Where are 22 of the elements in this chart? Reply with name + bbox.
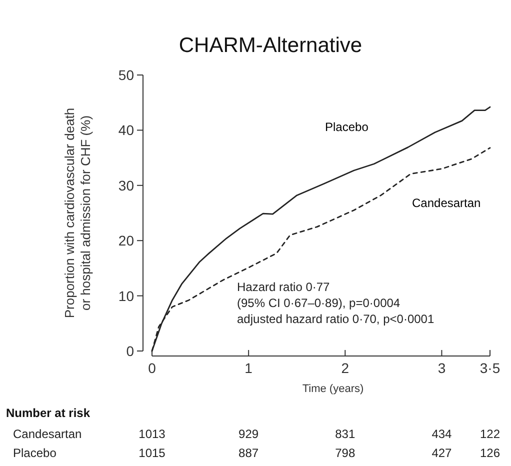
y-tick-label: 40 <box>118 122 134 138</box>
series-label: Candesartan <box>412 196 481 210</box>
annotation: adjusted hazard ratio 0·70, p<0·0001 <box>237 312 434 326</box>
text: Candesartan 1013 929 831 434 122 <box>13 427 500 441</box>
y-tick-label: 10 <box>118 288 134 304</box>
x-tick-label: 1 <box>244 360 253 376</box>
text: Placebo <box>325 120 369 134</box>
y-tick-label: 50 <box>118 67 134 83</box>
text: Number at risk <box>6 406 90 420</box>
x-tick-label: 3 <box>438 360 446 376</box>
annotation: (95% CI 0·67–0·89), p=0·0004 <box>237 296 400 310</box>
annotation: Hazard ratio 0·77 <box>237 280 330 294</box>
chart-title: CHARM-Alternative <box>178 34 362 57</box>
x-tick-label: 0 <box>148 360 156 376</box>
x-tick-label: 2 <box>341 360 350 376</box>
y-tick-label: 0 <box>126 343 134 359</box>
y-axis-title: Proportion with cardiovascular death or hospital admission for CHF (%) <box>62 108 93 318</box>
x-axis-title: Time (years) <box>302 383 364 395</box>
y-tick-label: 30 <box>118 177 134 194</box>
x-tick-label: 3·5 <box>480 360 500 376</box>
text: Placebo 1015 887 798 427 126 <box>13 446 500 460</box>
y-tick-label: 20 <box>118 232 134 249</box>
